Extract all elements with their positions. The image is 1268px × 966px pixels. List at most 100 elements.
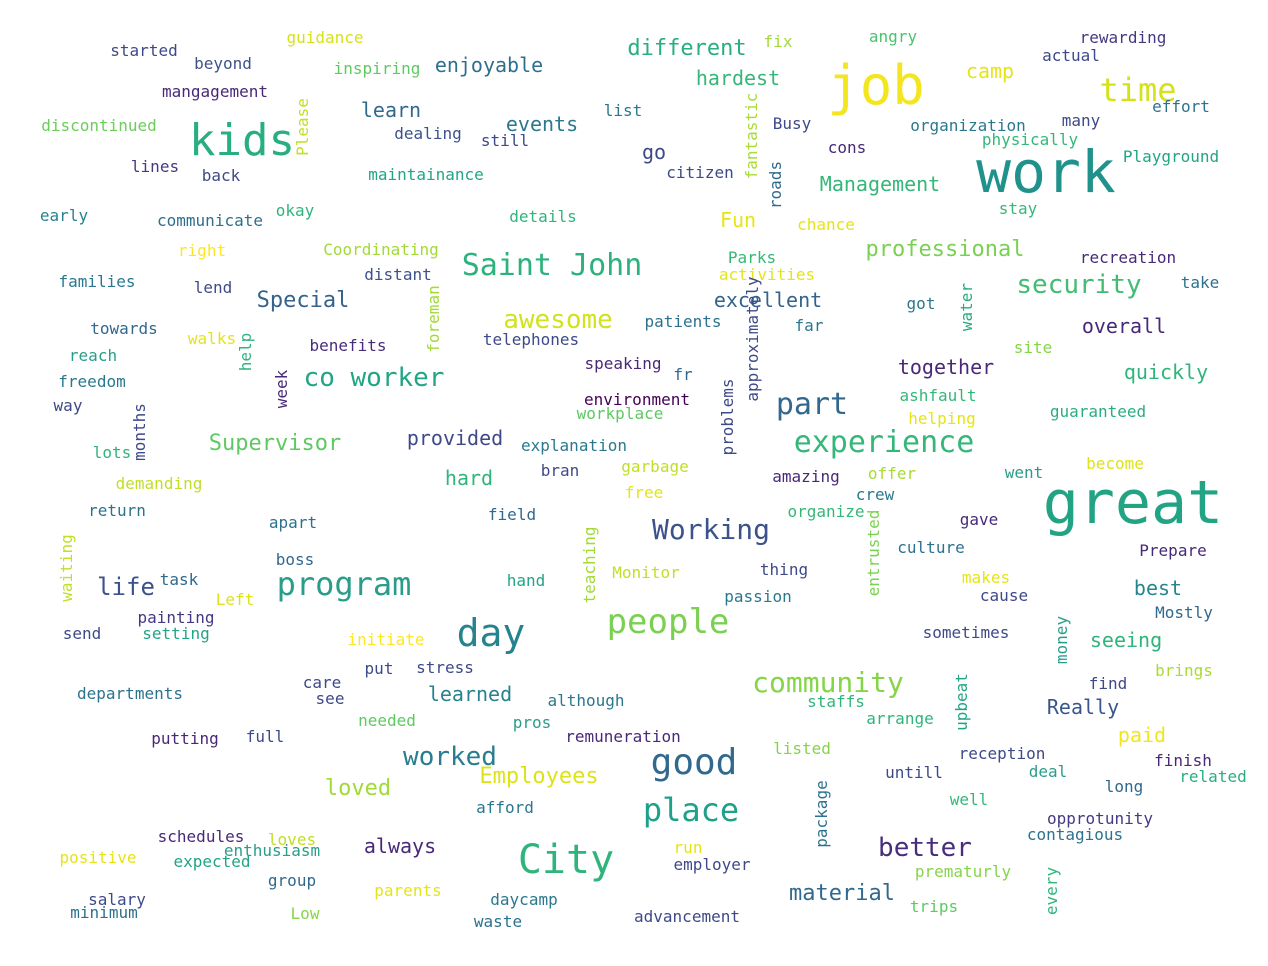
word-families: families [58, 272, 136, 291]
word-co-worker: co worker [303, 363, 445, 393]
word-freedom: freedom [58, 372, 126, 391]
word-hard: hard [444, 466, 494, 490]
word-security: security [1016, 270, 1142, 300]
word-saint-john: Saint John [461, 248, 643, 283]
word-guidance: guidance [286, 28, 364, 47]
word-distant: distant [364, 265, 432, 284]
word-deal: deal [1028, 762, 1068, 781]
word-contagious: contagious [1026, 825, 1124, 844]
word-activities: activities [718, 265, 816, 284]
word-minimum: minimum [70, 903, 138, 922]
word-guaranteed: guaranteed [1049, 402, 1147, 421]
word-months: months [130, 403, 149, 461]
word-demanding: demanding [115, 474, 203, 493]
word-community: community [752, 666, 904, 699]
word-boss: boss [275, 550, 315, 569]
word-departments: departments [77, 684, 183, 703]
word-still: still [480, 131, 530, 150]
word-find: find [1088, 674, 1128, 693]
word-opprotunity: opprotunity [1047, 809, 1153, 828]
word-details: details [509, 207, 577, 226]
word-supervisor: Supervisor [208, 431, 342, 456]
word-loves: loves [267, 830, 317, 849]
word-actual: actual [1042, 46, 1100, 65]
word-monitor: Monitor [612, 563, 680, 582]
word-mangagement: mangagement [162, 82, 268, 101]
word-dealing: dealing [394, 124, 462, 143]
word-time: time [1099, 71, 1177, 109]
word-quickly: quickly [1123, 360, 1209, 384]
word-playground: Playground [1122, 147, 1220, 166]
word-lots: lots [92, 443, 132, 462]
word-listed: listed [773, 739, 831, 758]
word-fix: fix [763, 32, 793, 51]
word-physically: physically [981, 130, 1079, 149]
word-initiate: initiate [347, 630, 425, 649]
word-worked: worked [403, 742, 497, 772]
word-citizen: citizen [666, 163, 734, 182]
word-teaching: teaching [580, 526, 599, 604]
word-helping: helping [908, 409, 976, 428]
word-way: way [53, 396, 83, 415]
word-hand: hand [506, 571, 546, 590]
word-free: free [624, 483, 664, 502]
word-return: return [88, 501, 146, 520]
word-paid: paid [1117, 723, 1167, 747]
word-special: Special [256, 288, 350, 313]
word-fantastic: fantastic [742, 92, 761, 180]
word-fun: Fun [719, 208, 757, 232]
word-city: City [517, 837, 615, 883]
word-patients: patients [644, 312, 722, 331]
word-expected: expected [173, 852, 251, 871]
word-explanation: explanation [521, 436, 627, 455]
word-go: go [641, 140, 667, 164]
word-stay: stay [998, 199, 1038, 218]
word-organization: organization [910, 116, 1026, 135]
word-waiting: waiting [57, 534, 76, 602]
word-waste: waste [473, 912, 523, 931]
word-stress: stress [416, 658, 474, 677]
word-beyond: beyond [194, 54, 252, 73]
word-offer: offer [867, 464, 917, 483]
word-better: better [878, 833, 972, 863]
word-cause: cause [979, 586, 1029, 605]
word-ashfault: ashfault [899, 386, 977, 405]
word-together: together [897, 355, 995, 379]
word-problems: problems [718, 378, 737, 456]
word-send: send [62, 624, 102, 643]
word-chance: chance [797, 215, 855, 234]
word-bran: bran [540, 461, 580, 480]
word-garbage: garbage [621, 457, 689, 476]
word-place: place [642, 791, 740, 829]
word-enjoyable: enjoyable [434, 53, 544, 77]
word-awesome: awesome [503, 305, 613, 335]
word-money: money [1052, 615, 1071, 665]
word-culture: culture [897, 538, 965, 557]
word-passion: passion [724, 587, 792, 606]
word-care: care [302, 673, 342, 692]
word-field: field [487, 505, 537, 524]
word-material: material [789, 881, 895, 906]
word-benefits: benefits [309, 336, 387, 355]
word-prepare: Prepare [1139, 541, 1207, 560]
word-brings: brings [1155, 661, 1213, 680]
word-lend: lend [193, 278, 233, 297]
word-take: take [1180, 273, 1220, 292]
word-fr: fr [673, 365, 693, 384]
word-recreation: recreation [1079, 248, 1177, 267]
word-remuneration: remuneration [565, 727, 681, 746]
word-great: great [1042, 468, 1224, 538]
word-early: early [39, 206, 89, 225]
word-learned: learned [427, 682, 513, 706]
word-reception: reception [958, 744, 1046, 763]
word-different: different [627, 36, 747, 61]
word-people: people [606, 602, 730, 642]
word-right: right [177, 241, 227, 260]
word-long: long [1104, 777, 1144, 796]
word-part: part [775, 387, 849, 422]
word-please: Please [293, 98, 312, 156]
word-gave: gave [959, 510, 999, 529]
word-okay: okay [275, 201, 315, 220]
word-coordinating: Coordinating [323, 240, 439, 259]
word-towards: towards [90, 319, 158, 338]
